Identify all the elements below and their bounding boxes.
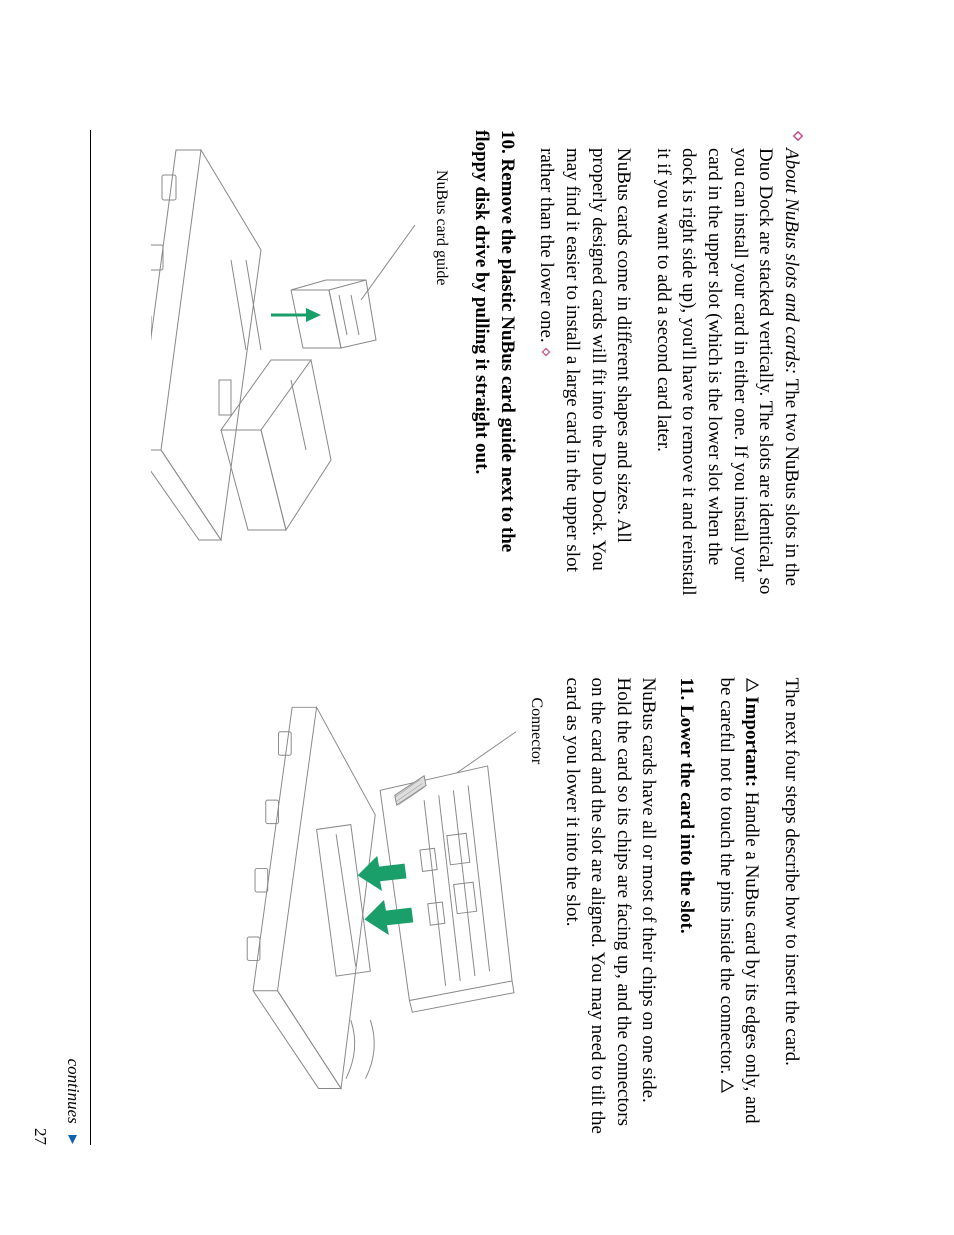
step-11-heading: 11. Lower the card into the slot. <box>673 678 699 1146</box>
about-body: The two NuBus slots in the Duo Dock are … <box>653 148 802 596</box>
figure-1 <box>146 130 426 560</box>
step-11-body: NuBus cards have all or most of their ch… <box>559 678 662 1146</box>
diamond-bullet-icon <box>520 130 804 144</box>
figure-2-label: Connector <box>527 698 545 1146</box>
continues-label: continues <box>62 1059 83 1145</box>
page-number: 27 <box>30 1128 50 1145</box>
about-para-1: About NuBus slots and cards: The two NuB… <box>650 148 804 598</box>
figure-2 <box>245 678 525 1108</box>
left-column: About NuBus slots and cards: The two NuB… <box>146 130 804 598</box>
right-column: The next four steps describe how to inse… <box>146 678 804 1146</box>
about-block: About NuBus slots and cards: The two NuB… <box>520 130 804 598</box>
figure-1-label: NuBus card guide <box>432 170 450 598</box>
end-diamond-icon <box>537 347 552 357</box>
right-intro: The next four steps describe how to inse… <box>778 678 804 1146</box>
triangle-end-icon <box>713 1079 739 1093</box>
about-para-2: NuBus cards come in different shapes and… <box>534 148 637 598</box>
continues-arrow-icon <box>63 1134 82 1145</box>
footer-rule <box>90 130 91 1145</box>
important-label: Important: <box>741 696 762 787</box>
about-lead: About NuBus slots and cards: <box>781 148 802 374</box>
triangle-warning-icon <box>739 678 765 692</box>
step-10-heading: 10. Remove the plastic NuBus card guide … <box>468 130 519 598</box>
important-note: Important: Handle a NuBus card by its ed… <box>713 678 764 1146</box>
